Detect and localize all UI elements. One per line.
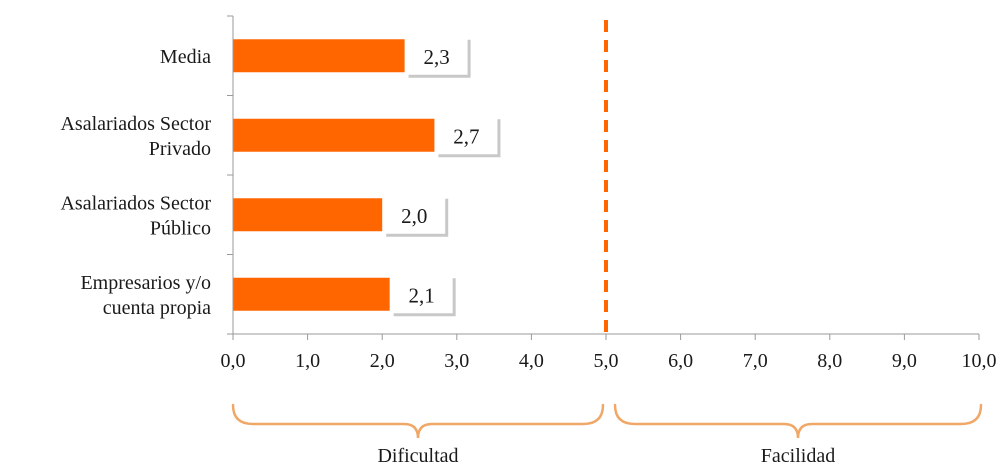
value-label-box [405, 36, 468, 75]
region-brace [231, 403, 605, 439]
category-label: Privado [149, 138, 211, 160]
x-tick-label: 6,0 [668, 350, 693, 372]
bar-value-label: 2,1 [409, 283, 435, 307]
x-tick-label: 8,0 [817, 350, 842, 372]
region-label: Dificultad [377, 445, 458, 466]
axis-text: 0,0 1,0 2,0 3,0 4,0 5,0 6,0 7,0 8,0 9,0 10,0 Media A… [60, 46, 996, 466]
category-label: Asalariados Sector [60, 113, 211, 135]
category-label: Público [150, 217, 211, 239]
bar-value-label: 2,3 [423, 45, 449, 69]
x-tick-label: 4,0 [519, 350, 544, 372]
x-tick-label: 7,0 [743, 350, 768, 372]
value-labels: 2,3 2,7 2,0 2,1 [383, 36, 501, 317]
category-label: Media [160, 46, 211, 68]
bars [233, 39, 435, 311]
axes [227, 15, 980, 340]
value-label-box [390, 275, 453, 314]
bar [233, 39, 405, 73]
bar-value-label: 2,0 [401, 204, 427, 228]
x-tick-label: 3,0 [444, 350, 469, 372]
x-tick-label: 1,0 [295, 350, 320, 372]
x-tick-label: 0,0 [221, 350, 246, 372]
bar [233, 118, 435, 152]
category-label: cuenta propia [103, 297, 211, 319]
x-tick-label: 2,0 [370, 350, 395, 372]
bar [233, 198, 383, 232]
region-brace [613, 403, 983, 439]
region-braces [231, 403, 983, 439]
category-label: Asalariados Sector [60, 192, 211, 214]
value-label-box [435, 116, 498, 155]
bar [233, 277, 390, 311]
value-label-box [383, 195, 446, 234]
region-label: Facilidad [761, 445, 835, 466]
category-label: Empresarios y/o [80, 272, 211, 294]
x-tick-label: 10,0 [962, 350, 997, 372]
bar-value-label: 2,7 [453, 124, 479, 148]
x-tick-label: 9,0 [892, 350, 917, 372]
x-tick-label: 5,0 [594, 350, 619, 372]
